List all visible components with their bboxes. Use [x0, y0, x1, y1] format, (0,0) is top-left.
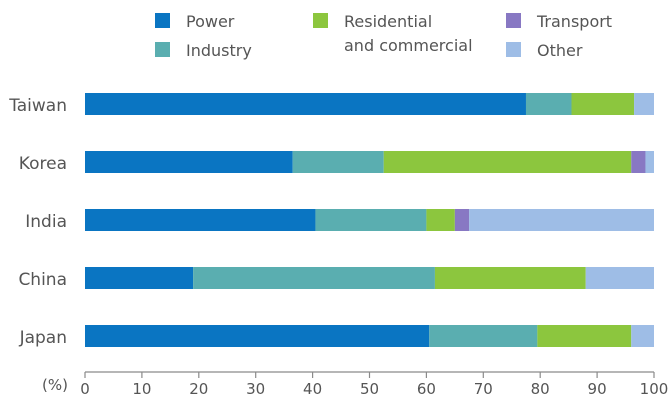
bar-korea-industry [292, 151, 384, 173]
category-label-china: China [18, 270, 67, 290]
legend-swatch-industry [155, 42, 170, 57]
bar-india-transport [454, 209, 470, 231]
bar-japan-residential-and-commercial [537, 325, 632, 347]
category-label-japan: Japan [19, 328, 67, 348]
bar-taiwan-other [634, 93, 654, 115]
x-tick-label: 0 [80, 380, 90, 398]
x-tick-label: 90 [588, 380, 607, 398]
category-label-india: India [25, 212, 67, 232]
bar-taiwan-power [85, 93, 526, 115]
legend-swatch-other [506, 42, 521, 57]
bar-china-power [85, 267, 194, 289]
bar-japan-industry [429, 325, 538, 347]
bar-india-industry [315, 209, 427, 231]
category-labels: Taiwan Korea India China Japan [8, 96, 67, 348]
bar-india-power [85, 209, 316, 231]
x-tick-label: 50 [360, 380, 379, 398]
x-tick-label: 70 [474, 380, 493, 398]
bar-japan-power [85, 325, 430, 347]
bar-korea-power [85, 151, 293, 173]
bar-india-residential-and-commercial [426, 209, 455, 231]
bars [85, 93, 654, 347]
category-label-korea: Korea [19, 154, 67, 174]
bar-taiwan-industry [525, 93, 572, 115]
unit-label: (%) [42, 376, 68, 394]
x-axis: 0 10 20 30 40 50 60 70 80 90 100 [80, 371, 669, 398]
bar-korea-other [645, 151, 654, 173]
legend: Power Industry Residential and commercial Tr… [155, 12, 612, 60]
bar-china-other [585, 267, 654, 289]
x-tick-label: 100 [640, 380, 669, 398]
x-tick-label: 30 [246, 380, 265, 398]
bar-korea-transport [631, 151, 646, 173]
legend-label: and commercial [344, 36, 473, 55]
bar-korea-residential-and-commercial [383, 151, 632, 173]
x-tick-label: 80 [531, 380, 550, 398]
legend-swatch-transport [506, 13, 521, 28]
bar-china-industry [193, 267, 435, 289]
x-tick-label: 10 [132, 380, 151, 398]
x-tick-label: 20 [189, 380, 208, 398]
legend-label: Other [537, 41, 583, 60]
legend-label: Power [186, 12, 235, 31]
category-label-taiwan: Taiwan [8, 96, 67, 116]
legend-label: Transport [536, 12, 612, 31]
legend-swatch-power [155, 13, 170, 28]
bar-china-residential-and-commercial [434, 267, 586, 289]
legend-label: Residential [344, 12, 432, 31]
x-tick-label: 60 [417, 380, 436, 398]
x-tick-label: 40 [303, 380, 322, 398]
legend-swatch-residential-and-commercial [313, 13, 328, 28]
bar-japan-other [631, 325, 654, 347]
legend-label: Industry [186, 41, 252, 60]
bar-taiwan-residential-and-commercial [571, 93, 635, 115]
bar-india-other [469, 209, 654, 231]
